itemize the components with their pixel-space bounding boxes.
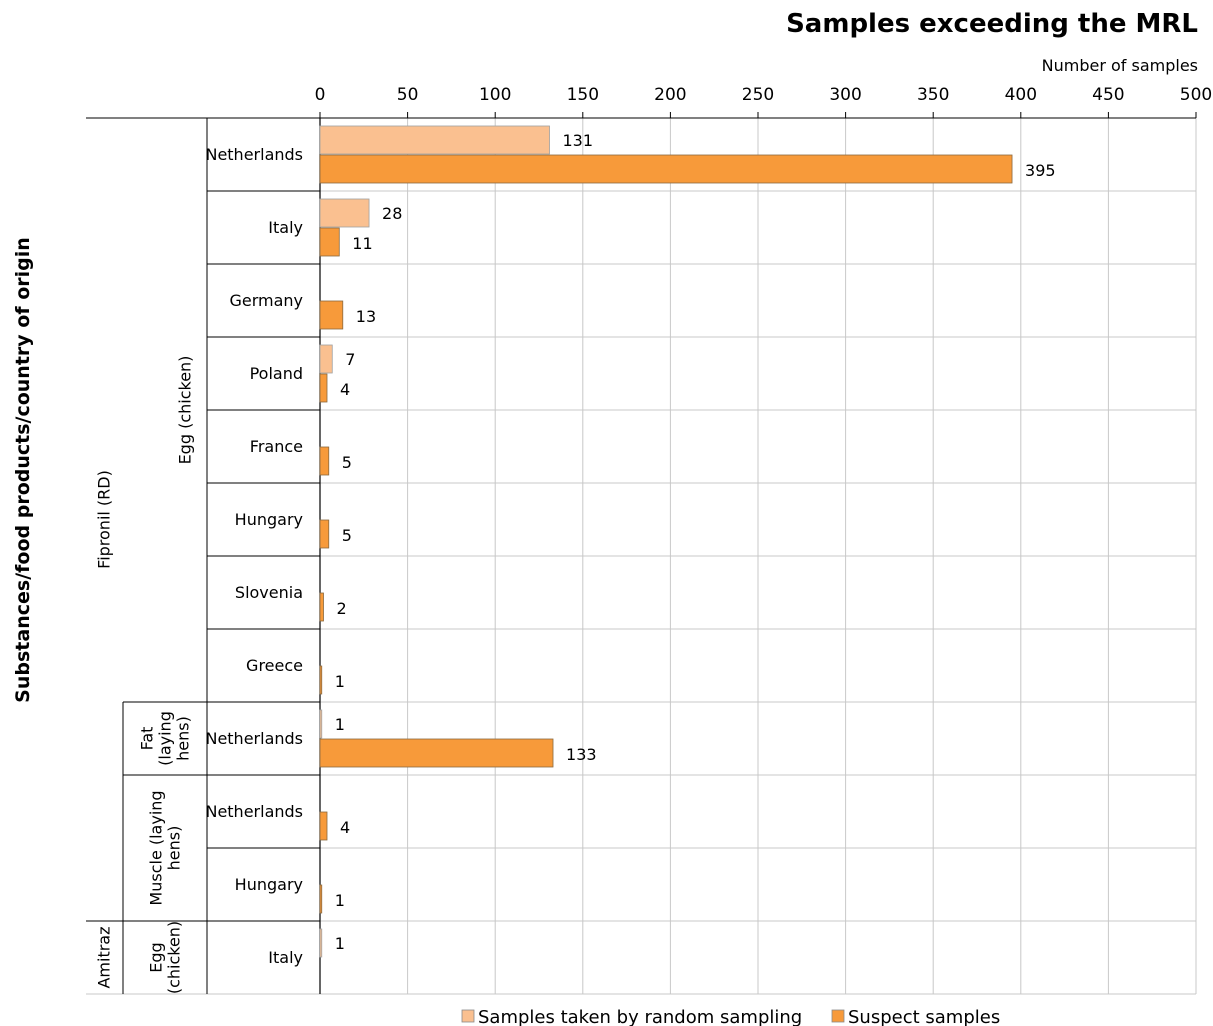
country-label: Netherlands — [205, 145, 303, 164]
bar-suspect — [319, 446, 330, 476]
x-axis-label: Number of samples — [1042, 56, 1198, 75]
country-label: Hungary — [235, 875, 303, 894]
value-label-random: 131 — [563, 131, 594, 150]
bar-random — [319, 344, 333, 374]
bar-suspect — [319, 227, 340, 257]
country-label: Germany — [229, 291, 303, 310]
substance-label: Fipronil (RD) — [95, 470, 114, 569]
bar-suspect — [319, 373, 328, 403]
value-label-random: 1 — [335, 934, 345, 953]
bar-random — [319, 709, 323, 739]
x-tick-label: 150 — [567, 85, 599, 105]
bar-random — [319, 198, 370, 228]
value-label-suspect: 395 — [1025, 161, 1056, 180]
bar-suspect — [319, 300, 344, 330]
value-label-suspect: 1 — [335, 672, 345, 691]
value-label-random: 7 — [345, 350, 355, 369]
country-label: Italy — [268, 948, 303, 967]
x-tick-label: 200 — [654, 85, 686, 105]
bar-suspect — [319, 811, 328, 841]
x-tick-label: 450 — [1092, 85, 1124, 105]
country-label: Netherlands — [205, 729, 303, 748]
value-label-random: 28 — [382, 204, 402, 223]
country-label: Greece — [246, 656, 303, 675]
bar-suspect — [319, 665, 323, 695]
product-label: Egg — [147, 942, 166, 972]
bar-random — [319, 125, 550, 155]
value-label-suspect: 133 — [566, 745, 597, 764]
country-label: France — [250, 437, 303, 456]
bar-suspect — [319, 592, 324, 622]
value-label-suspect: 11 — [352, 234, 372, 253]
value-label-suspect: 2 — [337, 599, 347, 618]
legend-entry: Suspect samples — [848, 1007, 1000, 1026]
product-label: hens) — [165, 826, 184, 871]
bar-suspect — [319, 519, 330, 549]
country-label: Poland — [250, 364, 303, 383]
bar-suspect — [319, 884, 323, 914]
value-label-suspect: 1 — [335, 891, 345, 910]
value-label-suspect: 5 — [342, 453, 352, 472]
chart-title: Samples exceeding the MRL — [786, 9, 1198, 39]
country-label: Italy — [268, 218, 303, 237]
bar-suspect — [319, 738, 554, 768]
product-label: Fat — [138, 727, 157, 751]
x-tick-label: 350 — [917, 85, 949, 105]
value-label-suspect: 5 — [342, 526, 352, 545]
legend-swatch-suspect — [831, 1009, 845, 1023]
value-label-suspect: 13 — [356, 307, 376, 326]
bar-suspect — [319, 154, 1013, 184]
x-tick-label: 400 — [1005, 85, 1037, 105]
x-tick-label: 100 — [479, 85, 511, 105]
value-label-suspect: 4 — [340, 818, 350, 837]
x-tick-label: 300 — [829, 85, 861, 105]
product-label: hens) — [174, 716, 193, 761]
product-label: Muscle (laying — [147, 790, 166, 905]
x-tick-label: 500 — [1180, 85, 1212, 105]
value-label-random: 1 — [335, 715, 345, 734]
bar-random — [319, 928, 323, 958]
x-tick-label: 0 — [315, 85, 326, 105]
country-label: Hungary — [235, 510, 303, 529]
x-tick-label: 50 — [397, 85, 419, 105]
legend-swatch-random — [461, 1009, 475, 1023]
country-label: Netherlands — [205, 802, 303, 821]
product-label: (laying — [156, 711, 175, 766]
product-label: (chicken) — [165, 921, 184, 994]
substance-label: Amitraz — [95, 926, 114, 988]
y-axis-label: Substances/food products/country of orig… — [12, 237, 34, 703]
legend-entry: Samples taken by random sampling — [478, 1007, 802, 1026]
product-label: Egg (chicken) — [176, 356, 195, 465]
country-label: Slovenia — [235, 583, 303, 602]
value-label-suspect: 4 — [340, 380, 350, 399]
x-tick-label: 250 — [742, 85, 774, 105]
